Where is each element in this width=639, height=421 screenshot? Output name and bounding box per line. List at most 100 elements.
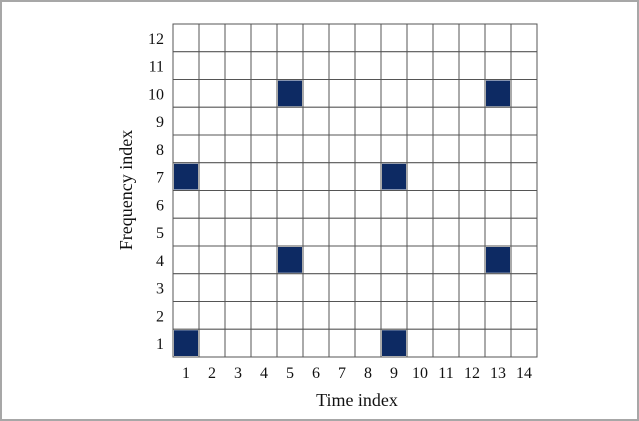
filled-cells — [174, 80, 510, 356]
x-tick-label: 9 — [390, 365, 398, 382]
grid-cell — [432, 190, 460, 219]
grid-cell — [406, 106, 434, 136]
x-tick-label: 8 — [364, 365, 372, 382]
x-tick-label: 7 — [338, 365, 346, 382]
grid-cell — [458, 134, 486, 164]
grid-cell — [406, 23, 434, 53]
grid-cell — [172, 301, 200, 330]
grid-cell — [380, 190, 408, 219]
x-tick-label: 2 — [208, 365, 216, 382]
y-axis-label: Frequency index — [116, 130, 136, 250]
grid-cell — [302, 273, 330, 302]
x-axis-label: Time index — [316, 390, 398, 410]
grid-cell — [250, 23, 278, 53]
grid-cell — [484, 51, 512, 80]
grid-cell — [328, 106, 356, 136]
grid-cell — [328, 162, 356, 191]
grid-cell — [406, 245, 434, 275]
filled-cell-t1-f7 — [174, 163, 198, 190]
grid-cell — [328, 328, 356, 358]
grid-cell — [432, 301, 460, 330]
filled-cell-t13-f10 — [486, 80, 510, 107]
grid-cell — [250, 301, 278, 330]
grid-cell — [510, 217, 538, 247]
grid-cell — [250, 79, 278, 108]
x-tick-label: 11 — [438, 365, 453, 382]
grid-cell — [510, 51, 538, 80]
grid-cell — [354, 328, 382, 358]
grid-cell — [276, 23, 304, 53]
grid-cell — [510, 301, 538, 330]
grid-cell — [432, 245, 460, 275]
grid-cell — [172, 217, 200, 247]
grid-cell — [354, 134, 382, 164]
grid-cell — [276, 273, 304, 302]
grid-cell — [198, 273, 226, 302]
grid-cell — [458, 217, 486, 247]
grid-cell — [458, 79, 486, 108]
x-tick-label: 12 — [464, 365, 480, 382]
grid-cell — [432, 51, 460, 80]
y-tick-label: 6 — [156, 197, 164, 214]
grid-cell — [224, 23, 252, 53]
grid-cell — [276, 301, 304, 330]
grid-cell — [432, 328, 460, 358]
grid-cell — [172, 51, 200, 80]
grid-cell — [198, 162, 226, 191]
grid-cell — [302, 134, 330, 164]
x-tick-label: 14 — [516, 365, 532, 382]
grid-cell — [172, 79, 200, 108]
grid-cell — [250, 134, 278, 164]
grid-cell — [432, 162, 460, 191]
grid-cell — [510, 190, 538, 219]
y-tick-label: 1 — [156, 336, 164, 353]
grid-cell — [432, 134, 460, 164]
grid-cell — [484, 217, 512, 247]
grid-cell — [276, 134, 304, 164]
grid-cell — [276, 217, 304, 247]
grid-cell — [250, 328, 278, 358]
y-tick-label: 7 — [156, 170, 164, 187]
grid-cell — [484, 106, 512, 136]
grid-cell — [198, 106, 226, 136]
grid-cell — [354, 51, 382, 80]
grid-cell — [406, 273, 434, 302]
grid-cell — [302, 190, 330, 219]
grid-cell — [302, 301, 330, 330]
grid-cell — [302, 328, 330, 358]
x-tick-label: 4 — [260, 365, 268, 382]
grid-cell — [224, 328, 252, 358]
grid-cell — [224, 79, 252, 108]
grid-cell — [328, 79, 356, 108]
grid-cell — [172, 245, 200, 275]
y-tick-label: 2 — [156, 308, 164, 325]
grid-cell — [380, 79, 408, 108]
grid-cell — [458, 23, 486, 53]
grid-cell — [406, 217, 434, 247]
grid-cell — [354, 217, 382, 247]
grid-cell — [354, 190, 382, 219]
grid-cell — [224, 217, 252, 247]
grid-cell — [354, 245, 382, 275]
grid-cell — [250, 217, 278, 247]
x-tick-labels: 1 2 3 4 5 6 7 8 9 10 11 12 13 14 — [182, 365, 532, 382]
grid-cell — [484, 134, 512, 164]
grid-cell — [380, 106, 408, 136]
grid-cell — [224, 162, 252, 191]
grid-cell — [224, 190, 252, 219]
grid-cell — [510, 245, 538, 275]
grid-cell — [380, 273, 408, 302]
filled-cell-t9-f7 — [382, 163, 406, 190]
filled-cell-t5-f10 — [278, 80, 302, 107]
grid-cell — [354, 301, 382, 330]
grid-cell — [224, 106, 252, 136]
filled-cell-t13-f4 — [486, 247, 510, 273]
grid-cell — [354, 162, 382, 191]
grid-cells — [172, 23, 538, 358]
grid-cell — [198, 23, 226, 53]
grid-cell — [484, 23, 512, 53]
grid-cell — [302, 79, 330, 108]
grid-cell — [328, 23, 356, 53]
grid-cell — [250, 190, 278, 219]
